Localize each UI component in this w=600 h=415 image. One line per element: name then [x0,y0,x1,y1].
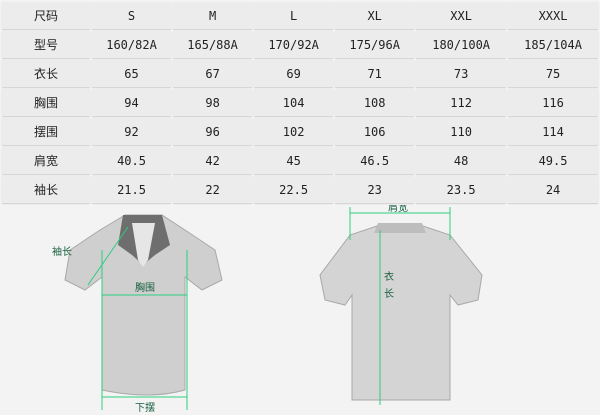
front-measure-lines [87,226,188,410]
length-label-1: 衣 [384,270,394,283]
hem-label: 下摆 [135,401,155,414]
table-cell: 23 [335,176,415,203]
front-shirt-diagram: 袖长 胸围 下摆 [52,214,223,414]
table-cell: XL [335,2,415,29]
back-measure-lines [349,207,451,405]
table-cell: 21.5 [92,176,172,203]
table-cell: 102 [254,118,334,145]
table-row: 尺码 S M L XL XXL XXXL [2,2,598,29]
table-cell: 116 [508,89,598,116]
row-label: 尺码 [2,2,90,29]
table-cell: XXXL [508,2,598,29]
table-cell: S [92,2,172,29]
table-cell: 112 [416,89,507,116]
table-cell: 96 [173,118,253,145]
back-shirt-collar [374,223,426,233]
table-cell: 98 [173,89,253,116]
table-cell: 23.5 [416,176,507,203]
table-row: 型号 160/82A 165/88A 170/92A 175/96A 180/100A 18… [2,31,598,58]
table-cell: 75 [508,60,598,87]
table-cell: M [173,2,253,29]
shoulder-label: 肩宽 [388,205,408,214]
table-cell: 108 [335,89,415,116]
table-cell: 42 [173,147,253,174]
table-cell: 165/88A [173,31,253,58]
front-shirt-body [64,214,223,396]
table-cell: 94 [92,89,172,116]
table-row: 袖长 21.5 22 22.5 23 23.5 24 [2,176,598,203]
chest-label: 胸围 [135,281,155,294]
size-chart-table: 尺码 S M L XL XXL XXXL 型号 160/82A 165/88A 170/92A 175… [0,0,600,205]
table-cell: 22 [173,176,253,203]
row-label: 型号 [2,31,90,58]
row-label: 摆围 [2,118,90,145]
table-cell: 73 [416,60,507,87]
table-cell: 175/96A [335,31,415,58]
back-shirt-body [319,224,483,401]
table-cell: 22.5 [254,176,334,203]
table-cell: 67 [173,60,253,87]
table-cell: 114 [508,118,598,145]
table-cell: 185/104A [508,31,598,58]
table-row: 衣长 65 67 69 71 73 75 [2,60,598,87]
table-cell: 45 [254,147,334,174]
table-cell: 65 [92,60,172,87]
table-cell: 110 [416,118,507,145]
table-cell: 24 [508,176,598,203]
table-cell: 92 [92,118,172,145]
table-cell: 40.5 [92,147,172,174]
table-cell: 46.5 [335,147,415,174]
table-cell: XXL [416,2,507,29]
table-cell: 180/100A [416,31,507,58]
back-shirt-diagram: 肩宽 衣 长 [319,205,483,405]
table-cell: L [254,2,334,29]
table-cell: 106 [335,118,415,145]
row-label: 肩宽 [2,147,90,174]
row-label: 胸围 [2,89,90,116]
table-cell: 71 [335,60,415,87]
table-row: 胸围 94 98 104 108 112 116 [2,89,598,116]
table-cell: 49.5 [508,147,598,174]
table-cell: 160/82A [92,31,172,58]
sleeve-label: 袖长 [52,245,72,258]
table-cell: 170/92A [254,31,334,58]
row-label: 衣长 [2,60,90,87]
table-row: 肩宽 40.5 42 45 46.5 48 49.5 [2,147,598,174]
table-cell: 48 [416,147,507,174]
table-cell: 104 [254,89,334,116]
row-label: 袖长 [2,176,90,203]
length-label-2: 长 [384,288,394,300]
table-cell: 69 [254,60,334,87]
table-row: 摆围 92 96 102 106 110 114 [2,118,598,145]
